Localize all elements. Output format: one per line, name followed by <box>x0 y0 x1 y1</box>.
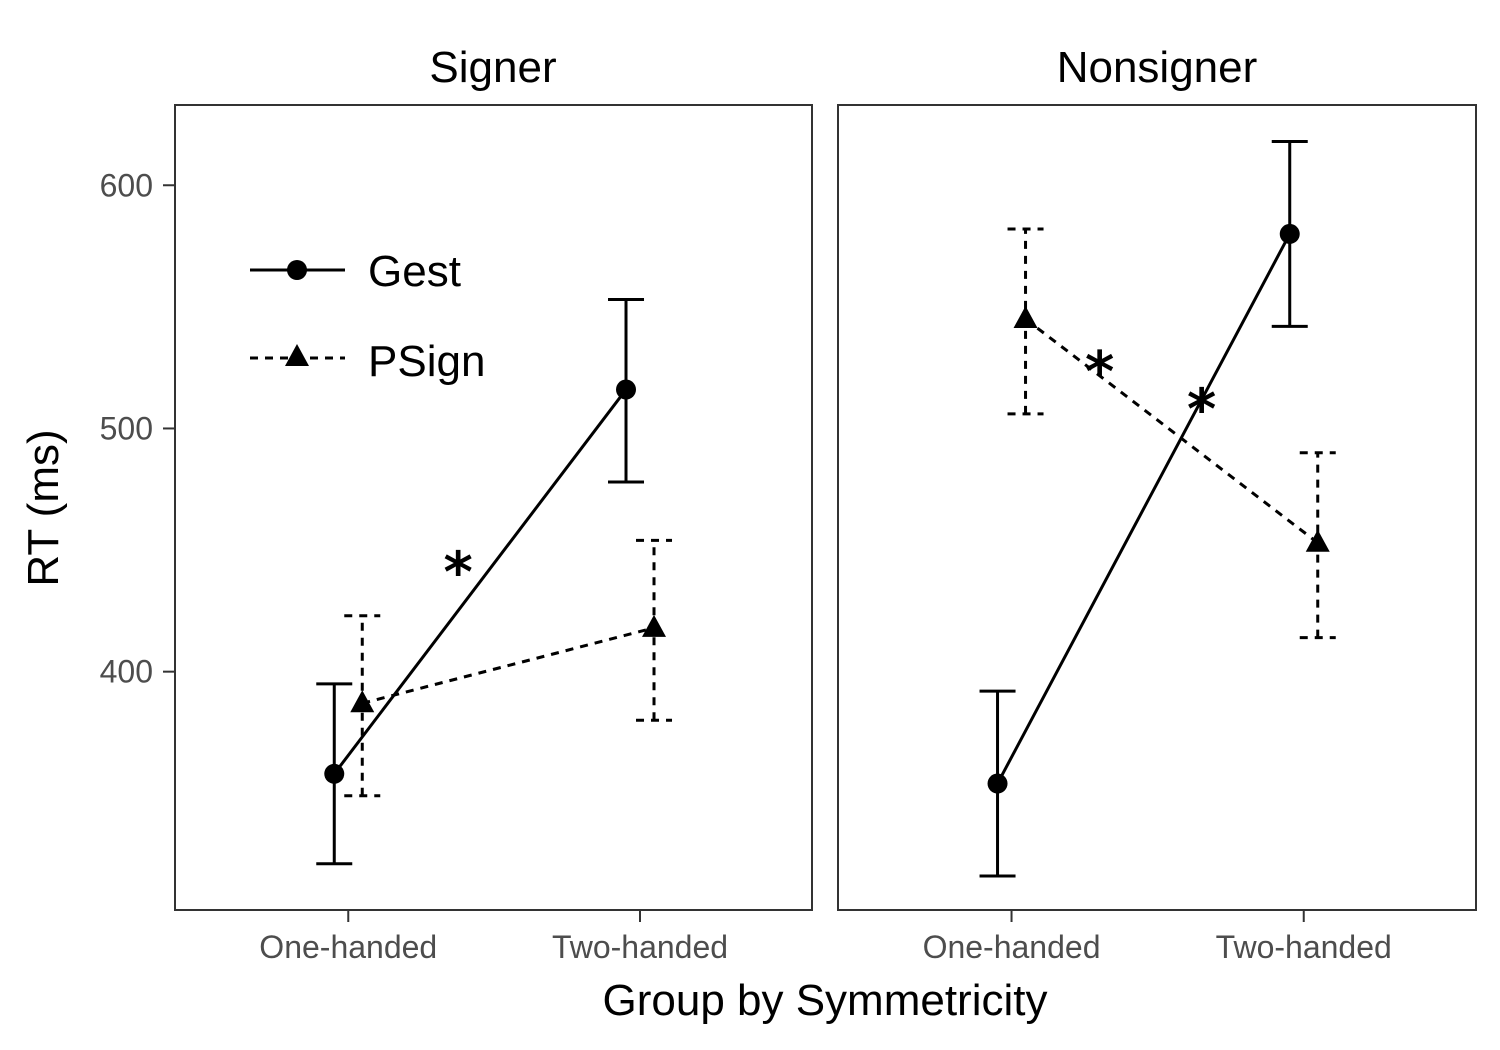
point-gest-0 <box>324 763 345 784</box>
x-axis-title: Group by Symmetricity <box>603 976 1048 1025</box>
y-tick-label-600: 600 <box>100 167 153 203</box>
significance-star: * <box>443 541 472 606</box>
plot-area-nonsigner: ** <box>979 139 1336 878</box>
legend: Gest PSign <box>250 247 485 386</box>
panel-frame-nonsigner <box>837 104 1477 911</box>
x-tick-label-one-handed: One-handed <box>259 929 437 965</box>
series-line-gest <box>333 388 628 775</box>
y-axis-title: RT (ms) <box>19 429 68 586</box>
significance-star: * <box>1085 340 1114 405</box>
panel-title-nonsigner: Nonsigner <box>1057 43 1258 92</box>
y-tick-label-400: 400 <box>100 654 153 690</box>
series-line-gest <box>996 233 1292 785</box>
panel-title-signer: Signer <box>429 43 556 92</box>
x-tick-label-two-handed: Two-handed <box>552 929 728 965</box>
y-tick-label-500: 500 <box>100 410 153 446</box>
panel-nonsigner: Nonsigner ** <box>837 43 1477 911</box>
point-gest-1 <box>1279 223 1300 244</box>
error-bar-psign-0 <box>344 614 381 798</box>
legend-key-marker-psign <box>285 344 309 366</box>
x-axis: One-handed Two-handed One-handed Two-handed <box>259 910 1392 965</box>
legend-key-marker-gest <box>287 260 307 280</box>
point-psign-0 <box>350 690 375 713</box>
point-psign-0 <box>1013 306 1038 329</box>
error-bar-psign-1 <box>636 538 673 722</box>
panel-frame-signer <box>174 104 813 911</box>
y-axis: 400 500 600 <box>100 167 175 690</box>
x-tick-label-two-handed: Two-handed <box>1216 929 1392 965</box>
significance-star: * <box>1187 378 1216 443</box>
series-line-psign <box>361 626 655 705</box>
point-psign-1 <box>1305 529 1330 552</box>
series-line-psign <box>1024 317 1319 544</box>
plot-area-signer: * <box>316 298 673 866</box>
legend-label-gest: Gest <box>368 247 461 296</box>
point-gest-1 <box>616 379 637 400</box>
x-tick-label-one-handed: One-handed <box>923 929 1101 965</box>
point-psign-1 <box>642 614 667 637</box>
legend-label-psign: PSign <box>368 337 485 386</box>
point-gest-0 <box>987 773 1008 794</box>
panel-signer: Signer * <box>174 43 813 911</box>
